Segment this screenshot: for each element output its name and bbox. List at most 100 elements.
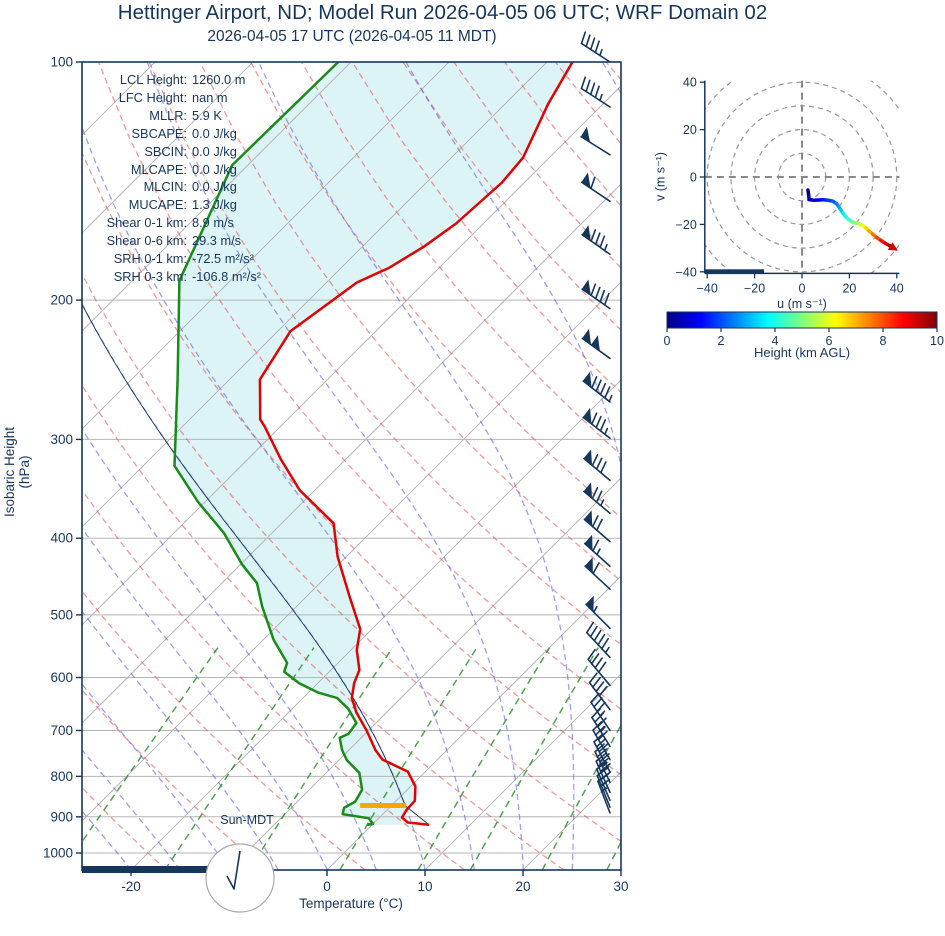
sounding-curves (82, 62, 574, 826)
pressure-tick-label: 100 (50, 55, 73, 70)
skewt-x-axis-label: Temperature (°C) (299, 896, 403, 911)
stats-row: MLLR: 5.9 K (85, 107, 261, 125)
wind-barb (597, 773, 611, 814)
pressure-tick-label: 900 (50, 809, 73, 824)
colorbar-label: Height (km AGL) (753, 345, 851, 360)
wind-barb (581, 225, 611, 256)
colorbar-tick-label: 2 (718, 334, 725, 348)
stats-row: SBCIN: 0.0 J/kg (85, 143, 261, 161)
stats-row: Shear 0-6 km: 29.3 m/s (85, 232, 261, 250)
hodograph-x-axis-label: u (m s⁻¹) (777, 297, 827, 311)
stats-label: Shear 0-6 km: (106, 233, 187, 249)
wind-barb (581, 328, 611, 360)
wind-barb-column (580, 31, 613, 814)
hodo-v-tick-label: −40 (676, 265, 697, 279)
wind-barb (583, 534, 611, 568)
wind-barb (583, 510, 611, 543)
hodo-u-tick-label: −20 (744, 281, 765, 295)
wind-barb (580, 126, 611, 156)
wind-barb (594, 743, 611, 784)
wind-barb (583, 449, 611, 482)
stats-row: SRH 0-1 km: -72.5 m²/s² (85, 250, 261, 268)
colorbar-tick-label: 6 (826, 334, 833, 348)
colorbar-tick-label: 4 (772, 334, 779, 348)
pressure-tick-label: 500 (50, 607, 73, 622)
skewt-background-grid (82, 62, 621, 870)
figure-title: Hettinger Airport, ND; Model Run 2026-04… (117, 1, 768, 24)
stats-label: SRH 0-3 km: (113, 268, 187, 284)
temperature-tick-label: -20 (121, 879, 141, 894)
stats-value: -106.8 m²/s² (192, 268, 261, 284)
stats-row: LFC Height: nan m (85, 89, 261, 107)
colorbar-tick-label: 10 (930, 334, 944, 348)
stats-value: 0.0 J/kg (192, 161, 237, 177)
stats-value: 0.0 J/kg (192, 179, 237, 195)
stats-label: MLCIN: (143, 179, 187, 195)
temperature-tick-label: 10 (417, 879, 432, 894)
stats-row: MUCAPE: 1.3 J/kg (85, 196, 261, 214)
wind-barb (581, 279, 611, 310)
wind-barb (582, 408, 611, 440)
hodo-u-tick-label: −40 (697, 281, 718, 295)
stats-value: 5.9 K (192, 107, 222, 123)
wind-barb (586, 621, 611, 659)
dewpoint-temperature-shading (174, 62, 573, 825)
sun-clock-label: Sun-MDT (220, 813, 274, 827)
wind-barb (583, 482, 611, 515)
hodograph-y-axis-label: v (m s⁻¹) (653, 152, 668, 201)
skewt-y-axis-label: Isobaric Height (hPa) (2, 426, 32, 518)
height-colorbar: 0 2 4 6 8 10 (664, 311, 944, 348)
stats-label: MUCAPE: (128, 197, 187, 213)
stats-label: MLLR: (149, 107, 187, 123)
hodo-v-tick-label: 40 (683, 76, 697, 90)
stats-row: MLCAPE: 0.0 J/kg (85, 161, 261, 179)
stats-label: SBCAPE: (131, 125, 187, 141)
wind-barb (584, 557, 611, 591)
stats-row: LCL Height: 1260.0 m (85, 71, 261, 89)
valid-time-subtitle: 2026-04-05 17 UTC (2026-04-05 11 MDT) (207, 28, 497, 45)
stats-value: nan m (192, 89, 228, 105)
pressure-tick-label: 200 (50, 293, 73, 308)
stats-value: 1260.0 m (192, 72, 246, 87)
stats-value: 8.9 m/s (192, 215, 234, 231)
stats-row: SRH 0-3 km: -106.8 m²/s² (85, 268, 261, 286)
stats-value: 0.0 J/kg (192, 125, 237, 141)
wind-barb (580, 31, 611, 63)
wind-barb (587, 648, 611, 687)
wind-barb (580, 76, 611, 108)
pressure-tick-label: 700 (50, 723, 73, 738)
colorbar-tick-label: 0 (664, 334, 671, 348)
wind-barb (588, 672, 611, 711)
hodo-v-tick-label: 0 (690, 171, 697, 185)
stats-value: -72.5 m²/s² (192, 251, 254, 267)
hodo-v-tick-label: 20 (683, 123, 697, 137)
stats-value: 0.0 J/kg (192, 143, 237, 159)
stats-row: SBCAPE: 0.0 J/kg (85, 125, 261, 143)
wind-barb (585, 595, 611, 630)
pressure-tick-label: 600 (50, 670, 73, 685)
stats-label: SBCIN: (144, 143, 187, 159)
stats-row: MLCIN: 0.0 J/kg (85, 178, 261, 196)
stats-label: LCL Height: (119, 72, 187, 87)
stats-value: 29.3 m/s (192, 233, 242, 249)
temperature-tick-label: 20 (515, 879, 530, 894)
stats-panel: LCL Height: 1260.0 m LFC Height: nan m MLLR:… (85, 71, 261, 286)
hodo-u-tick-label: 0 (799, 281, 806, 295)
pressure-tick-label: 400 (50, 531, 73, 546)
skewt-axes: 1002003004005006007008009001000-20-10010… (43, 55, 629, 895)
temperature-tick-label: 0 (323, 879, 331, 894)
stats-label: SRH 0-1 km: (113, 251, 187, 267)
hodo-u-tick-label: 20 (842, 281, 856, 295)
stats-label: LFC Height: (118, 89, 187, 105)
wind-barb (582, 371, 613, 403)
wind-barb (581, 172, 611, 203)
stats-row: Shear 0-1 km: 8.9 m/s (85, 214, 261, 232)
temperature-tick-label: 30 (613, 879, 628, 894)
stats-label: Shear 0-1 km: (106, 215, 187, 231)
colorbar-tick-label: 8 (880, 334, 887, 348)
hodo-u-tick-label: 40 (890, 281, 904, 295)
pressure-tick-label: 300 (50, 432, 73, 447)
stats-value: 1.3 J/kg (192, 197, 237, 213)
